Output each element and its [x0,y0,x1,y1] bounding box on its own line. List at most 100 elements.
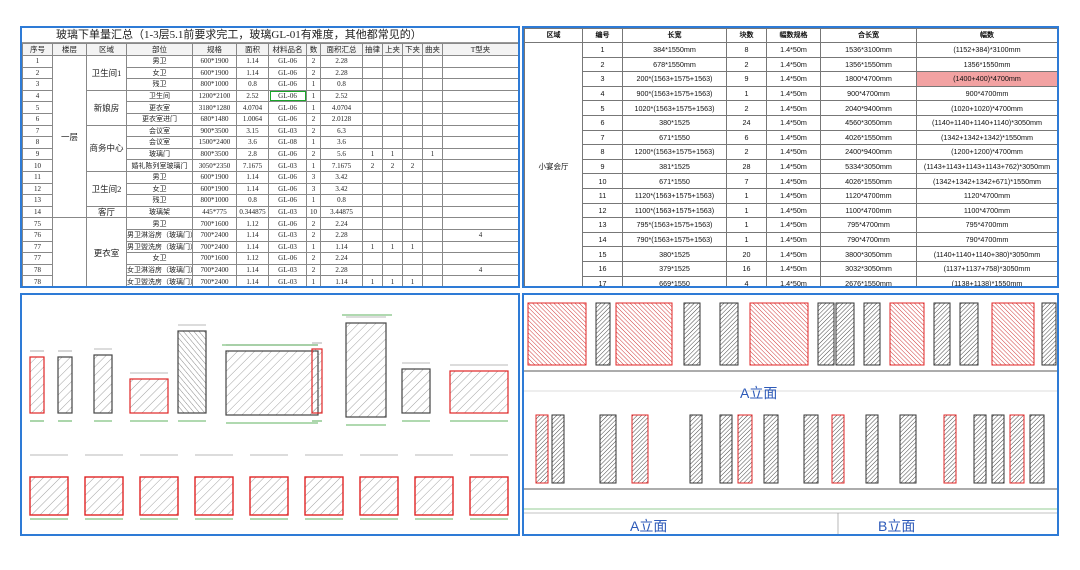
table-cell: 4 [22,89,53,103]
table-header-row: 区域 编号 长宽 块数 幅数规格 合长宽 幅数 [524,28,1057,43]
table-cell: 78 [22,263,53,277]
glass-panel-drawing [311,348,323,414]
table-cell: 790*4700mm [916,231,1057,248]
table-cell: GL-06 [268,182,307,196]
total-label: 合计 [53,287,87,288]
table-row: 9 玻璃门 800*3500 2.8 GL-06 2 5.6 1 1 1 [22,147,518,161]
table-cell: 1100*4700mm [820,202,917,219]
table-row: 11 1120*(1563+1575+1563) 1 1.4*50m 1120*4700… [525,187,1057,204]
table-cell: 2.28 [320,66,363,80]
table-cell: 更衣室 [126,101,193,114]
glass-panel-drawing [84,476,124,516]
table-cell [422,194,443,207]
column-header: 抽律 [362,43,383,56]
column-header: 下夹 [402,43,423,56]
table-cell: (1400+400)*4700mm [916,71,1057,87]
table-cell [362,205,383,219]
table-row: 16 379*1525 16 1.4*50m 3032*3050mm (1137+1137… [525,260,1057,277]
table-cell: (1200+1200)*4700mm [916,144,1057,160]
table-cell [362,112,383,126]
glass-detail-drawings [20,293,520,536]
table-cell [422,263,443,277]
table-cell: 1200*(1563+1575+1563) [622,144,727,160]
table-cell: 1.0064 [236,112,269,126]
table-cell: 669*1550 [622,275,727,286]
table-cell: 17 [383,287,403,288]
table-cell: GL-06 [268,170,307,184]
table-cell: 3.15 [236,124,269,138]
glass-elevation-panel [835,302,855,366]
column-header: T型夹 [442,43,518,56]
table-cell: 6 [582,114,623,131]
table-cell: 1 [306,101,321,114]
table-cell: 700*2400 [192,263,237,277]
table-cell: 3 [306,170,321,184]
table-cell [442,89,518,103]
table-cell: 2.52 [320,89,363,103]
table-cell: 900*3500 [192,124,237,138]
table-row: 12 女卫 600*1900 1.14 GL-06 3 3.42 [22,182,518,196]
table-cell [442,252,518,265]
table-cell: 1 [306,89,321,103]
table-cell: 7 [726,173,767,189]
table-cell: (1140+1140+1140+1140)*3050mm [916,114,1057,131]
table-row: 3 200*(1563+1575+1563) 9 1.4*50m 1800*4700mm… [525,71,1057,87]
table-cell: 残卫 [126,194,193,207]
table-cell: 76 [22,228,53,242]
table-row: 15 380*1525 20 1.4*50m 3800*3050mm (1140+1140… [525,246,1057,262]
table-cell: 17 [363,287,383,288]
total-row: 合计17个地弹簧30个门夹4个曲夹8个T型夹579.52382517171348 [23,287,519,288]
column-header: 楼层 [52,43,87,56]
table-cell: 2.24 [320,252,363,265]
table-cell: 1 [726,85,767,102]
glass-elevation-panel [535,414,549,484]
table-cell: 1.14 [320,240,363,254]
table-cell: 1.4*50m [766,275,821,286]
table-cell: 8 [582,144,623,160]
table-cell: (1138+1138)*1550mm [916,275,1057,286]
table-cell: 1120*(1563+1575+1563) [622,187,727,204]
table-cell: GL-03 [268,228,307,242]
table-cell: 1 [382,240,403,254]
table-cell: 1 [402,275,423,286]
table-cell: 2 [306,66,321,80]
table-cell: 6.3 [320,124,363,138]
table-cell [362,252,383,265]
glass-elevation-panel [749,302,809,366]
table-cell: GL-03 [268,263,307,277]
table-cell: 6 [22,112,53,126]
table-cell: GL-03 [268,159,307,172]
table-cell: 2 [22,66,53,80]
table-cell: GL-06 [268,112,307,126]
glass-elevation-panel [1041,302,1057,366]
area-group-label: 新娘房 [86,89,127,126]
table-cell: 13 [22,194,53,207]
table-cell: 1 [362,240,383,254]
table-row: 6 380*1525 24 1.4*50m 4560*3050mm (1140+1140+… [525,114,1057,131]
table-cell: 5 [22,101,53,114]
table-cell: 671*1550 [622,173,727,189]
table-cell: 1.4*50m [766,71,821,87]
table-cell: 8 [443,287,519,288]
table-cell: 1536*3100mm [820,42,917,58]
table-cell: 2400*9400mm [820,144,917,160]
table-cell: 10 [582,173,623,189]
glass-panel-drawing [93,354,113,414]
table-cell: 6 [726,129,767,146]
table-cell: 2.0128 [320,112,363,126]
table-cell: 1 [306,194,321,207]
table-cell: 2 [306,124,321,138]
table-cell [422,89,443,103]
column-header: 面积汇总 [320,43,363,56]
table-cell: 1800*4700mm [820,71,917,87]
table-cell: GL-06 [268,194,307,207]
table-cell: 13 [403,287,423,288]
table-cell: 4560*3050mm [820,114,917,131]
table-row: 10 671*1550 7 1.4*50m 4026*1550mm (1342+1342+… [525,173,1057,189]
table-cell: 1.4*50m [766,42,821,58]
table-cell: GL-06 [268,252,307,265]
glass-elevation-panel [719,414,733,484]
table-cell: 男卫 [126,170,193,184]
table-cell: 5 [582,100,623,116]
table-cell [422,275,443,286]
